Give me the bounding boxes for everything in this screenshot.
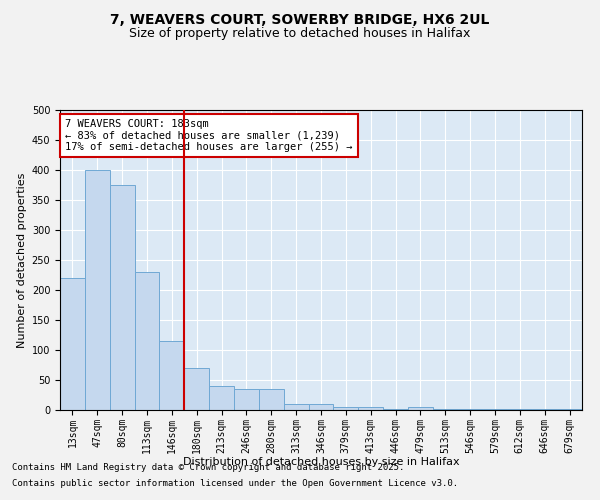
Bar: [160, 341, 184, 410]
Text: Contains public sector information licensed under the Open Government Licence v3: Contains public sector information licen…: [12, 478, 458, 488]
Bar: [184, 368, 209, 410]
Text: 7, WEAVERS COURT, SOWERBY BRIDGE, HX6 2UL: 7, WEAVERS COURT, SOWERBY BRIDGE, HX6 2U…: [110, 12, 490, 26]
Text: Contains HM Land Registry data © Crown copyright and database right 2025.: Contains HM Land Registry data © Crown c…: [12, 464, 404, 472]
Text: 7 WEAVERS COURT: 183sqm
← 83% of detached houses are smaller (1,239)
17% of semi: 7 WEAVERS COURT: 183sqm ← 83% of detache…: [65, 119, 353, 152]
Bar: [259, 389, 284, 410]
Bar: [60, 278, 85, 410]
Bar: [209, 386, 234, 410]
Bar: [85, 170, 110, 410]
Bar: [134, 272, 160, 410]
Bar: [110, 185, 134, 410]
Bar: [308, 404, 334, 410]
Bar: [284, 404, 308, 410]
Bar: [334, 407, 358, 410]
Bar: [358, 407, 383, 410]
Y-axis label: Number of detached properties: Number of detached properties: [17, 172, 28, 348]
X-axis label: Distribution of detached houses by size in Halifax: Distribution of detached houses by size …: [182, 457, 460, 467]
Bar: [408, 407, 433, 410]
Bar: [234, 389, 259, 410]
Text: Size of property relative to detached houses in Halifax: Size of property relative to detached ho…: [130, 28, 470, 40]
